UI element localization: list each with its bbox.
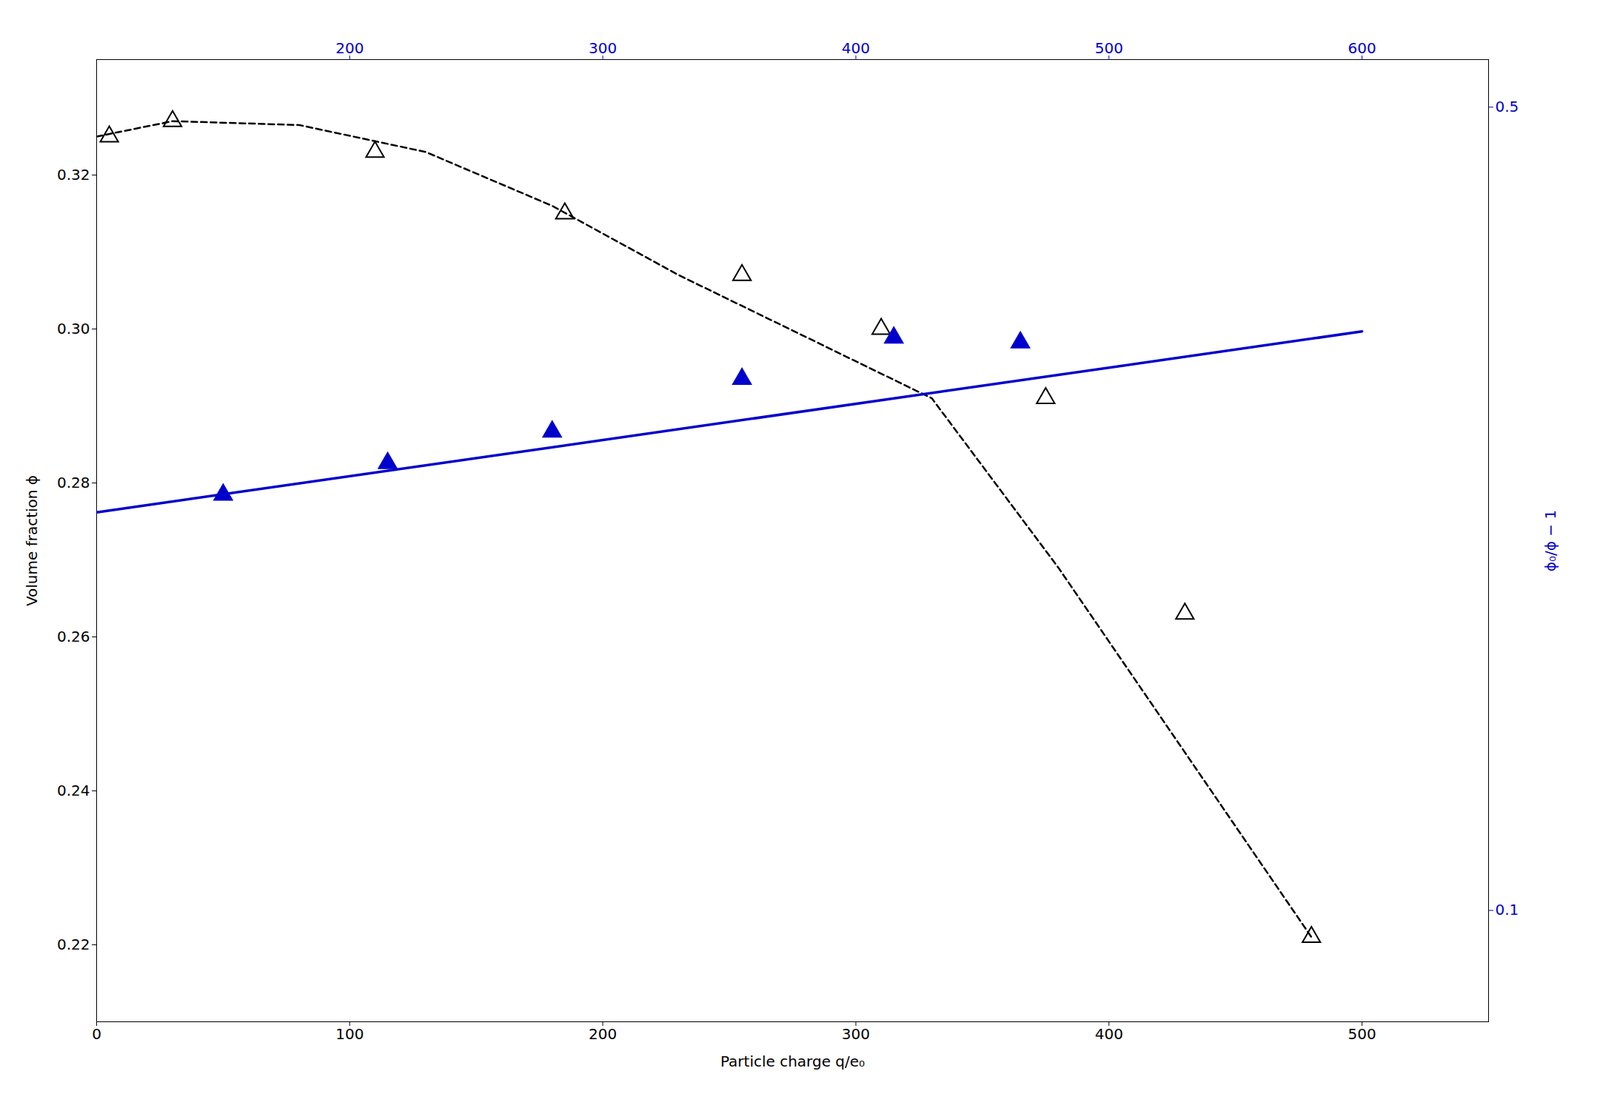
svg-text:0.22: 0.22 xyxy=(57,935,91,954)
svg-text:0.28: 0.28 xyxy=(57,473,91,492)
svg-text:200: 200 xyxy=(588,1025,617,1044)
svg-text:300: 300 xyxy=(588,39,617,58)
svg-text:0.5: 0.5 xyxy=(1495,97,1520,116)
svg-text:400: 400 xyxy=(841,39,870,58)
svg-text:100: 100 xyxy=(335,1025,364,1044)
svg-text:0.30: 0.30 xyxy=(57,319,91,338)
svg-text:Particle charge q/e₀: Particle charge q/e₀ xyxy=(720,1052,865,1071)
svg-text:300: 300 xyxy=(841,1025,870,1044)
svg-text:500: 500 xyxy=(1095,39,1124,58)
svg-text:200: 200 xyxy=(335,39,364,58)
svg-text:ϕ₀/ϕ − 1: ϕ₀/ϕ − 1 xyxy=(1541,510,1560,572)
svg-text:500: 500 xyxy=(1347,1025,1376,1044)
svg-text:400: 400 xyxy=(1095,1025,1124,1044)
svg-text:0.1: 0.1 xyxy=(1495,901,1520,919)
svg-text:0.26: 0.26 xyxy=(57,627,91,646)
svg-text:0: 0 xyxy=(91,1025,102,1044)
svg-text:0.32: 0.32 xyxy=(57,165,91,184)
svg-text:600: 600 xyxy=(1347,39,1376,58)
svg-text:0.24: 0.24 xyxy=(57,781,91,800)
svg-text:Volume fraction ϕ: Volume fraction ϕ xyxy=(22,475,41,607)
